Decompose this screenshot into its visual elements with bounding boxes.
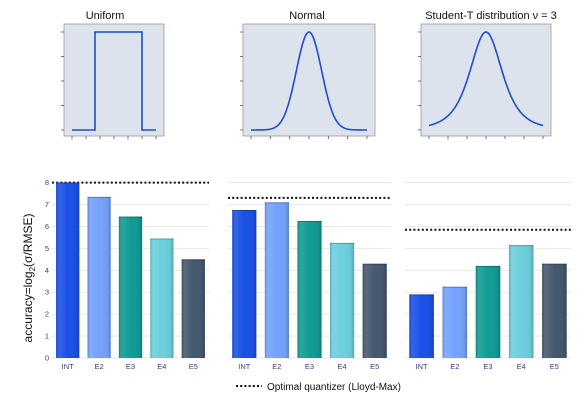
y-axis-label-main: accuracy=log — [21, 271, 35, 342]
bar-shade-int — [56, 182, 80, 358]
bar-shade-e5 — [181, 259, 205, 358]
x-tick-label-int: INT — [62, 362, 75, 371]
y-tick-label: 7 — [45, 200, 49, 209]
dist-panel-student-t: Student-T distribution ν = 3 — [418, 10, 557, 139]
y-tick-label: 3 — [45, 288, 49, 297]
dist-title-uniform: Uniform — [86, 10, 125, 22]
bar-shade-e2 — [442, 286, 468, 358]
dist-plot-bg-normal — [242, 23, 376, 137]
bar-panel-normal: INT E2 E3 E4 E5 — [228, 182, 391, 371]
bar-shade-e4 — [330, 242, 355, 358]
x-tick-label-e4: E4 — [157, 362, 166, 371]
x-tick-label-e3: E3 — [483, 362, 492, 371]
bar-shade-e2 — [87, 196, 111, 358]
bar-shade-e2 — [264, 202, 289, 358]
bar-shade-e3 — [118, 216, 143, 358]
bar-panel-uniform: 0 1 2 3 4 5 6 7 8 INT E2 E3 E4 E5 — [45, 178, 209, 371]
x-tick-label-int: INT — [416, 362, 429, 371]
y-tick-label: 4 — [45, 266, 49, 275]
x-tick-label-e5: E5 — [189, 362, 198, 371]
bar-shade-e4 — [150, 238, 174, 358]
bar-shade-e5 — [362, 263, 387, 358]
dist-panel-normal: Normal — [240, 10, 376, 139]
x-tick-label-int: INT — [238, 362, 251, 371]
y-axis-label-subscript: 2 — [28, 266, 37, 271]
y-axis-label-tail: (σ/RMSE) — [21, 214, 35, 267]
dist-plot-bg-student-t — [420, 23, 552, 137]
dist-panel-uniform: Uniform — [61, 10, 165, 139]
dist-title-normal: Normal — [289, 10, 324, 22]
bar-shade-e4 — [508, 245, 534, 358]
x-tick-label-e2: E2 — [95, 362, 104, 371]
y-tick-label: 6 — [45, 222, 49, 231]
y-tick-label: 8 — [45, 178, 49, 187]
dist-plot-bg-uniform — [63, 23, 165, 137]
x-tick-label-e2: E2 — [450, 362, 459, 371]
y-tick-label: 0 — [45, 354, 49, 363]
bar-shade-int — [409, 294, 434, 358]
dist-curve-student-t — [428, 31, 544, 127]
x-tick-label-e5: E5 — [370, 362, 379, 371]
bar-shade-int — [232, 209, 257, 358]
bar-shade-e5 — [542, 263, 567, 358]
bar-panel-student-t: INT E2 E3 E4 E5 — [405, 182, 571, 371]
x-tick-label-e3: E3 — [305, 362, 314, 371]
x-tick-label-e5: E5 — [550, 362, 559, 371]
x-tick-label-e2: E2 — [272, 362, 281, 371]
dist-ticks-uniform — [61, 31, 157, 139]
legend-label: Optimal quantizer (Lloyd-Max) — [267, 382, 401, 393]
x-tick-label-e4: E4 — [338, 362, 347, 371]
x-tick-label-e3: E3 — [126, 362, 135, 371]
bar-shade-e3 — [475, 265, 501, 358]
y-tick-label: 2 — [45, 310, 49, 319]
y-axis-label: accuracy=log2(σ/RMSE) — [21, 214, 37, 343]
legend: Optimal quantizer (Lloyd-Max) — [236, 382, 401, 393]
bar-shade-e3 — [297, 220, 322, 358]
dist-curve-uniform — [72, 31, 156, 131]
x-tick-label-e4: E4 — [517, 362, 526, 371]
dist-ticks-student-t — [418, 31, 544, 139]
y-tick-label: 5 — [45, 244, 49, 253]
dist-ticks-normal — [240, 31, 368, 139]
dist-title-student-t: Student-T distribution ν = 3 — [425, 10, 557, 22]
dist-curve-normal — [251, 31, 367, 131]
y-tick-label: 1 — [45, 332, 49, 341]
